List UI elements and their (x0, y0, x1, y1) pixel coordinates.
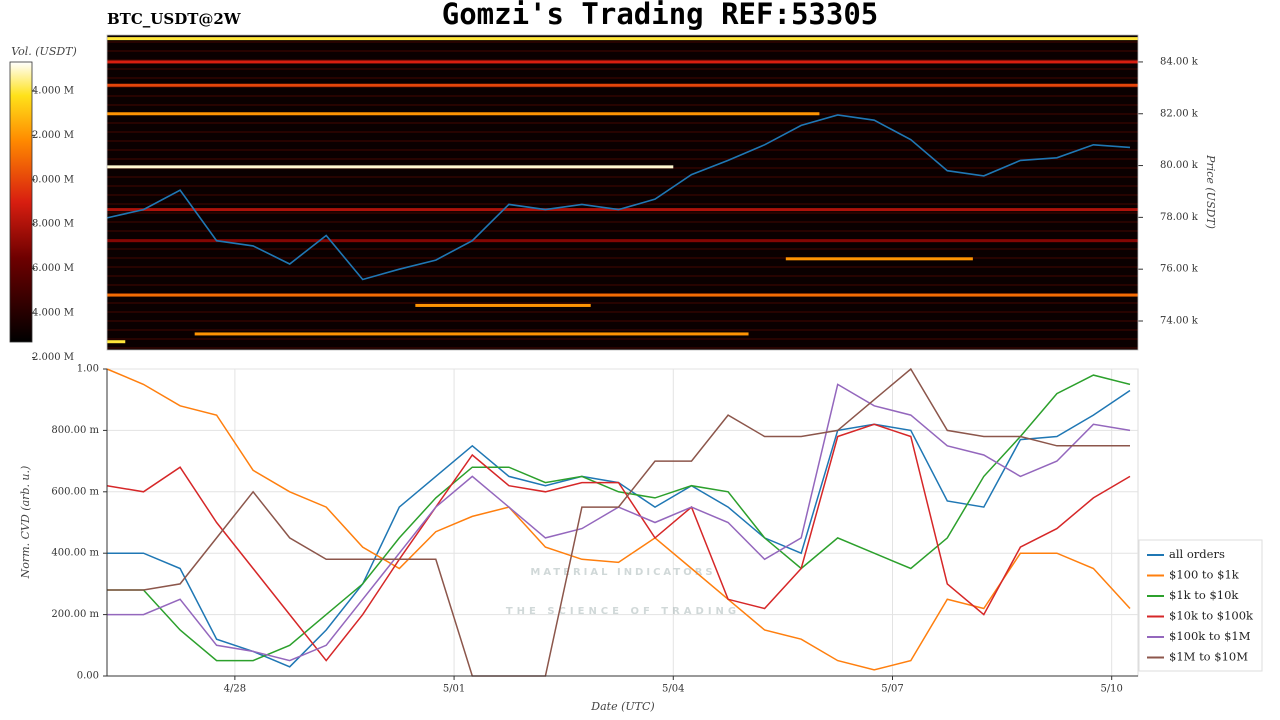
y-axis-label: Norm. CVD (arb. u.) (19, 466, 32, 580)
liquidity-level (107, 208, 1138, 212)
x-tick-label: 5/10 (1100, 684, 1122, 695)
heatmap-texture (107, 95, 1138, 97)
liquidity-level (107, 340, 126, 344)
series-line (106, 423, 1131, 662)
heatmap-texture (107, 203, 1138, 205)
plot-background (106, 368, 1139, 677)
plot-frame (106, 34, 1139, 351)
liquidity-level (107, 37, 1138, 41)
y-tick-label: 82.00 k (1160, 108, 1199, 119)
heatmap-texture (107, 284, 1138, 286)
heatmap-texture (107, 194, 1138, 196)
heatmap-texture (107, 311, 1138, 313)
liquidity-level (107, 239, 1138, 243)
colorbar-tick-label: 4.000 M (32, 308, 74, 319)
liquidity-level (107, 293, 1138, 297)
heatmap-texture (107, 230, 1138, 232)
x-tick-label: 4/28 (224, 684, 246, 695)
heatmap-texture (107, 50, 1138, 52)
colorbar-tick-label: 12.000 M (26, 130, 74, 141)
legend-box (1138, 539, 1263, 672)
heatmap-texture (107, 122, 1138, 124)
series-line (106, 368, 1131, 671)
heatmap-texture (107, 149, 1138, 151)
liquidity-level (107, 60, 1138, 64)
heatmap-texture (107, 347, 1138, 349)
liquidity-level (107, 112, 820, 116)
liquidity-level (415, 303, 591, 307)
price-line (106, 114, 1131, 281)
legend-label: $10k to $100k (1169, 609, 1254, 623)
watermark: MATERIAL INDICATORS (530, 567, 715, 578)
y-tick-label: 0.00 (77, 671, 99, 682)
heatmap-texture (107, 320, 1138, 322)
y-tick-label: 1.00 (77, 364, 99, 375)
heatmap-texture (107, 41, 1138, 43)
y-tick-label: 200.00 m (51, 609, 99, 620)
heatmap-texture (107, 68, 1138, 70)
legend-label: $100k to $1M (1169, 629, 1251, 643)
heatmap-texture (107, 185, 1138, 187)
legend-label: all orders (1169, 547, 1225, 561)
heatmap-texture (107, 158, 1138, 160)
legend-label: $1k to $10k (1169, 588, 1239, 602)
heatmap-texture (107, 275, 1138, 277)
y-tick-label: 76.00 k (1160, 264, 1199, 275)
y-tick-label: 800.00 m (51, 425, 99, 436)
colorbar-tick-label: 8.000 M (32, 219, 74, 230)
heatmap-texture (107, 221, 1138, 223)
y-tick-label: 80.00 k (1160, 160, 1199, 171)
x-tick-label: 5/01 (443, 684, 465, 695)
heatmap-texture (107, 77, 1138, 79)
liquidity-level (785, 257, 973, 261)
heatmap-texture (107, 86, 1138, 88)
heatmap-texture (107, 302, 1138, 304)
heatmap-texture (107, 329, 1138, 331)
heatmap-texture (107, 59, 1138, 61)
colorbar-tick-label: 6.000 M (32, 263, 74, 274)
watermark: THE SCIENCE OF TRADING (506, 606, 740, 617)
colorbar-tick-label: 2.000 M (32, 352, 74, 363)
y-axis-label: Price (USDT) (1204, 154, 1217, 229)
x-axis-label: Date (UTC) (590, 700, 654, 713)
heatmap-texture (107, 176, 1138, 178)
heatmap-texture (107, 338, 1138, 340)
liquidity-level (107, 165, 674, 169)
colorbar-tick-label: 10.000 M (26, 174, 74, 185)
y-tick-label: 400.00 m (51, 548, 99, 559)
x-tick-label: 5/04 (662, 684, 684, 695)
series-line (107, 374, 1131, 662)
y-tick-label: 78.00 k (1160, 212, 1199, 223)
heatmap-texture (107, 212, 1138, 214)
heatmap-texture (107, 140, 1138, 142)
chart-subtitle: BTC_USDT@2W (107, 10, 242, 28)
series-line (107, 367, 1130, 677)
heatmap-texture (107, 266, 1138, 268)
colorbar-label: Vol. (USDT) (11, 45, 77, 58)
heatmap-texture (107, 248, 1138, 250)
heatmap-texture (107, 131, 1138, 133)
legend-label: $100 to $1k (1169, 568, 1240, 582)
y-tick-label: 600.00 m (51, 486, 99, 497)
colorbar (9, 61, 33, 343)
chart-title: Gomzi's Trading REF:53305 (442, 0, 879, 31)
liquidity-level (194, 332, 749, 336)
y-tick-label: 74.00 k (1160, 315, 1199, 326)
legend-label: $1M to $10M (1169, 650, 1248, 664)
liquidity-level (107, 83, 1138, 87)
y-tick-label: 84.00 k (1160, 56, 1199, 67)
x-tick-label: 5/07 (881, 684, 903, 695)
heatmap-texture (107, 257, 1138, 259)
colorbar-tick-label: 14.000 M (26, 85, 74, 96)
heatmap-texture (107, 104, 1138, 106)
